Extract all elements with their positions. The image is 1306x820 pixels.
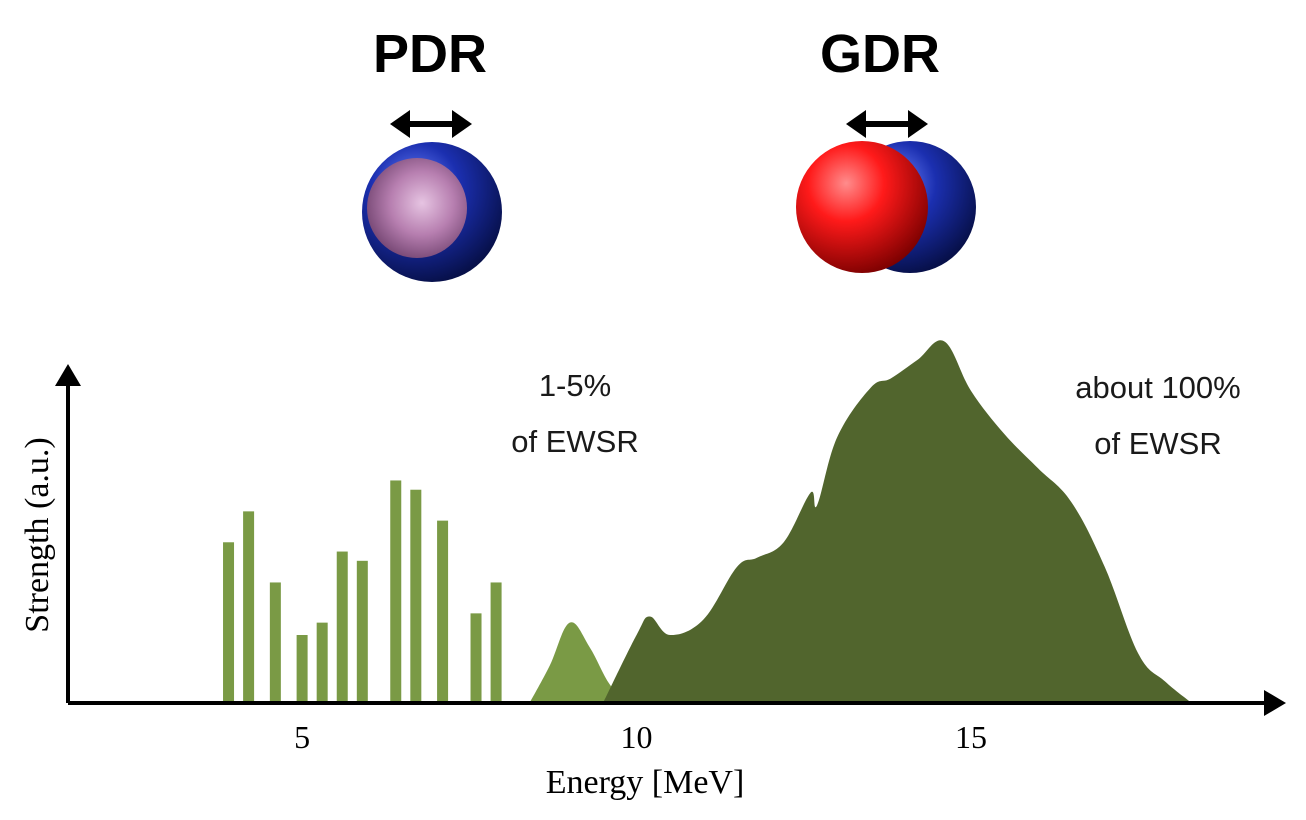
x-axis-label: Energy [MeV] [546,764,745,801]
gdr-strength-annotation-line2: of EWSR [1094,426,1221,461]
pdr-title: PDR [373,24,487,84]
pdr-bar-4 [296,635,308,703]
pdr-nucleus-icon [362,142,502,282]
gdr-oscillation-arrow-icon [846,110,928,138]
pdr-strength-annotation-line1: 1-5% [539,368,611,403]
gdr-resonance-area [603,340,1192,703]
x-tick-labels: 5 10 15 [294,719,987,755]
y-axis-label: Strength (a.u.) [19,437,56,632]
gdr-strength-annotation-line1: about 100% [1075,370,1240,405]
pdr-bar-8 [390,480,402,703]
x-tick-label-15: 15 [955,719,987,755]
pdr-bar-3 [269,582,281,703]
pdr-bar-10 [437,520,449,703]
pdr-peak-area [529,622,630,703]
y-axis-arrow-icon [55,364,81,386]
pdr-bar-6 [336,551,348,703]
x-tick-label-10: 10 [621,719,653,755]
pdr-bar-9 [410,489,422,703]
pdr-bar-2 [243,511,255,703]
chart-axes [55,364,1286,716]
pdr-bar-1 [223,542,235,703]
pdr-bar-11 [470,613,482,703]
pdr-oscillation-arrow-icon [390,110,472,138]
pdr-bar-12 [490,582,502,703]
x-tick-label-5: 5 [294,719,310,755]
gdr-nucleus-icon [796,141,976,273]
pdr-bar-5 [316,622,328,703]
chart-marks [223,340,1192,703]
pdr-bar-7 [356,560,368,703]
pdr-strength-annotation-line2: of EWSR [511,424,638,459]
gdr-title: GDR [820,24,940,84]
x-axis-arrow-icon [1264,690,1286,716]
